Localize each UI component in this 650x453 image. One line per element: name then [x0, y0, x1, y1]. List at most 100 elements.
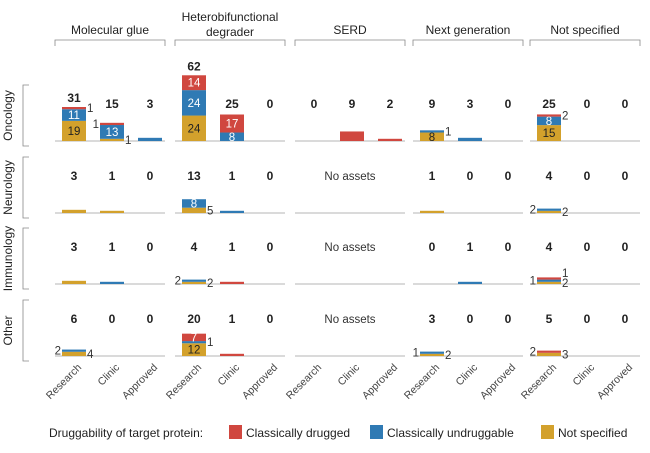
total-label: 0	[267, 240, 274, 254]
segment-label: 8	[546, 116, 552, 128]
total-label: 3	[147, 97, 154, 111]
total-label: 0	[467, 312, 474, 326]
bar-segment-not-specified	[420, 210, 444, 213]
bar-segment-drugged	[537, 350, 561, 353]
segment-label: 1	[413, 348, 419, 360]
bar-segment-undruggable	[62, 349, 86, 352]
bar-segment-not-specified	[182, 343, 206, 356]
total-label: 20	[187, 312, 201, 326]
total-label: 1	[109, 240, 116, 254]
row-bracket	[22, 299, 29, 362]
segment-label: 8	[429, 132, 435, 144]
total-label: 1	[429, 169, 436, 183]
total-label: 0	[584, 97, 591, 111]
phase-label: Approved	[478, 362, 518, 402]
total-label: 0	[584, 169, 591, 183]
no-assets-label: No assets	[324, 171, 375, 183]
total-label: 1	[109, 169, 116, 183]
column-bracket	[294, 39, 406, 46]
segment-label: 2	[562, 111, 568, 123]
bar-segment-not-specified	[182, 281, 206, 284]
row-label: Immunology	[1, 226, 15, 291]
bar-segment-undruggable	[220, 132, 244, 141]
total-label: 4	[546, 240, 553, 254]
column-bracket	[54, 39, 166, 46]
bar-segment-undruggable	[220, 210, 244, 213]
legend-swatch	[541, 425, 554, 439]
bar-segment-drugged	[537, 277, 561, 280]
phase-label: Clinic	[215, 362, 242, 389]
bar-segment-drugged	[100, 122, 124, 126]
total-label: 9	[429, 97, 436, 111]
total-label: 0	[505, 312, 512, 326]
phase-label: Research	[519, 362, 559, 402]
total-label: 4	[546, 169, 553, 183]
phase-label: Clinic	[335, 362, 362, 389]
segment-label: 1	[93, 119, 99, 131]
total-label: 0	[267, 169, 274, 183]
segment-label: 15	[543, 128, 556, 140]
row-bracket	[22, 227, 29, 290]
total-label: 0	[622, 240, 629, 254]
segment-label: 12	[188, 345, 201, 357]
legend-entry: Classically drugged	[246, 426, 350, 440]
total-label: 3	[429, 312, 436, 326]
bar-segment-drugged	[62, 107, 86, 110]
legend-entry: Not specified	[558, 426, 627, 440]
total-label: 0	[467, 169, 474, 183]
total-label: 0	[505, 240, 512, 254]
segment-label: 17	[226, 119, 239, 131]
phase-label: Research	[44, 362, 84, 402]
column-bracket	[529, 39, 641, 46]
phase-label: Research	[164, 362, 204, 402]
legend-swatch	[229, 425, 242, 439]
column-header: SERD	[333, 23, 367, 37]
bar-segment-not-specified	[420, 353, 444, 356]
segment-label: 1	[87, 103, 93, 115]
bar-segment-not-specified	[537, 125, 561, 141]
bar-segment-drugged	[220, 353, 244, 356]
segment-label: 2	[562, 207, 568, 219]
segment-label: 8	[191, 198, 197, 210]
bar-segment-undruggable	[420, 130, 444, 133]
bar-segment-not-specified	[182, 115, 206, 141]
segment-label: 11	[68, 110, 80, 122]
row-bracket	[22, 156, 29, 219]
segment-label: 5	[207, 205, 213, 217]
total-label: 1	[467, 240, 474, 254]
segment-label: 2	[530, 205, 536, 217]
bar-segment-not-specified	[537, 281, 561, 284]
bar-segment-drugged	[220, 281, 244, 284]
no-assets-label: No assets	[324, 314, 375, 326]
segment-label: 2	[207, 278, 213, 290]
segment-label: 2	[445, 350, 451, 362]
segment-label: 3	[562, 349, 568, 361]
total-label: 9	[349, 97, 356, 111]
bar-segment-not-specified	[537, 210, 561, 213]
bar-segment-undruggable	[420, 351, 444, 354]
row-bracket	[22, 84, 29, 147]
total-label: 25	[225, 97, 239, 111]
column-header: Next generation	[426, 23, 511, 37]
segment-label: 2	[530, 347, 536, 359]
bar-segment-not-specified	[420, 132, 444, 141]
legend-title: Druggability of target protein:	[49, 426, 203, 440]
total-label: 0	[505, 169, 512, 183]
bar-segment-undruggable	[182, 279, 206, 282]
total-label: 15	[105, 97, 119, 111]
segment-label: 1	[207, 337, 213, 349]
total-label: 0	[311, 97, 318, 111]
total-label: 0	[147, 312, 154, 326]
total-label: 62	[187, 59, 201, 73]
row-label: Oncology	[1, 90, 15, 141]
legend-swatch	[370, 425, 383, 439]
total-label: 0	[267, 312, 274, 326]
bar-segment-drugged	[378, 138, 402, 141]
total-label: 13	[187, 169, 201, 183]
total-label: 0	[267, 97, 274, 111]
bar-segment-not-specified	[62, 351, 86, 356]
total-label: 1	[229, 312, 236, 326]
total-label: 0	[622, 312, 629, 326]
total-label: 0	[429, 240, 436, 254]
segment-label: 14	[188, 78, 201, 90]
